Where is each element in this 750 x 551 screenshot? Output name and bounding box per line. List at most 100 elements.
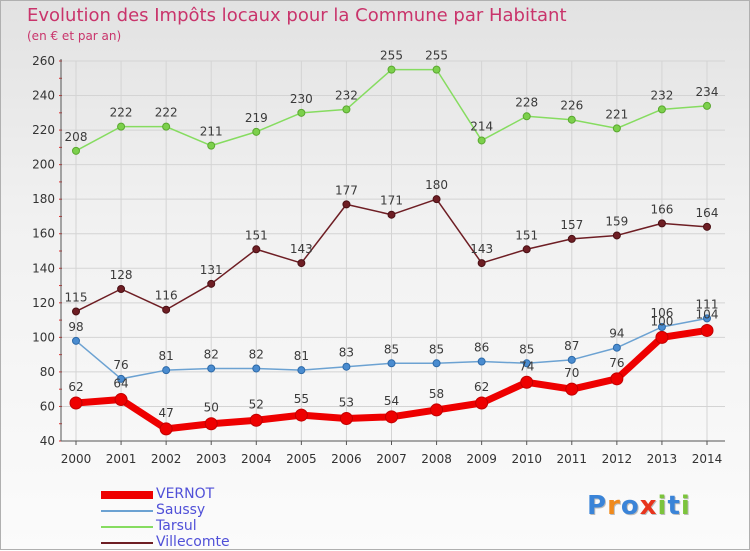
- data-label-saussy: 111: [696, 297, 719, 311]
- x-tick-label: 2002: [151, 452, 182, 466]
- axes: 40 60 80 100 120 140 160 180 200 220 240 260 2000 200…: [32, 54, 725, 466]
- data-point-villecomte: [162, 305, 171, 314]
- data-label-saussy: 82: [249, 347, 264, 361]
- data-point-vernot: [159, 422, 173, 436]
- data-point-vernot: [610, 372, 624, 386]
- data-point-villecomte: [252, 245, 261, 254]
- data-label-vernot: 64: [113, 377, 128, 391]
- data-point-villecomte: [387, 210, 396, 219]
- data-label-saussy: 82: [204, 347, 219, 361]
- data-point-vernot: [520, 375, 534, 389]
- x-tick-label: 2001: [106, 452, 137, 466]
- y-tick-label: 40: [40, 434, 55, 448]
- data-label-tarsul: 232: [650, 88, 673, 102]
- data-point-saussy: [612, 343, 621, 352]
- data-point-villecomte: [342, 200, 351, 209]
- data-label-vernot: 100: [650, 314, 673, 328]
- data-label-vernot: 76: [609, 356, 624, 370]
- data-labels: 208 222 222 211 219 230 232 255 255 214 228 226 221 2…: [65, 49, 719, 420]
- data-label-villecomte: 171: [380, 194, 403, 208]
- data-label-saussy: 81: [159, 349, 174, 363]
- data-label-tarsul: 255: [425, 49, 448, 63]
- data-label-villecomte: 143: [470, 242, 493, 256]
- data-label-tarsul: 234: [696, 85, 719, 99]
- data-label-vernot: 104: [696, 307, 719, 321]
- y-tick-label: 240: [32, 89, 55, 103]
- data-point-tarsul: [117, 122, 126, 131]
- data-point-saussy: [117, 374, 126, 383]
- data-point-villecomte: [432, 195, 441, 204]
- data-label-tarsul: 228: [515, 95, 538, 109]
- logo-letter: x: [639, 491, 658, 521]
- proxiti-logo: Proxiti: [587, 491, 691, 521]
- data-label-vernot: 62: [68, 380, 83, 394]
- data-point-tarsul: [72, 146, 80, 155]
- logo-letter: o: [620, 491, 640, 521]
- y-tick-label: 120: [32, 296, 55, 310]
- logo-letter: t: [667, 491, 681, 521]
- data-label-tarsul: 208: [65, 130, 88, 144]
- data-label-tarsul: 221: [605, 107, 628, 121]
- data-label-tarsul: 230: [290, 92, 313, 106]
- y-tick-label: 260: [32, 54, 55, 68]
- x-tick-label: 2004: [241, 452, 272, 466]
- data-point-tarsul: [522, 112, 531, 121]
- x-tick-label: 2008: [421, 452, 452, 466]
- data-point-saussy: [387, 359, 396, 368]
- y-tick-label: 180: [32, 192, 55, 206]
- data-point-saussy: [432, 359, 441, 368]
- data-label-villecomte: 116: [155, 289, 178, 303]
- data-point-vernot: [249, 413, 263, 427]
- legend-swatch-tarsul: [101, 526, 153, 528]
- data-label-saussy: 106: [650, 306, 673, 320]
- y-tick-label: 140: [32, 261, 55, 275]
- data-label-villecomte: 131: [200, 263, 223, 277]
- data-point-saussy: [567, 355, 576, 364]
- data-label-villecomte: 128: [110, 268, 133, 282]
- data-point-tarsul: [342, 105, 351, 114]
- data-point-villecomte: [117, 285, 126, 293]
- data-point-tarsul: [162, 122, 171, 131]
- data-label-tarsul: 222: [110, 106, 133, 120]
- data-label-saussy: 85: [429, 342, 444, 356]
- data-point-tarsul: [657, 105, 666, 114]
- data-point-tarsul: [703, 101, 711, 110]
- data-point-saussy: [297, 366, 306, 375]
- x-tick-label: 2010: [511, 452, 542, 466]
- chart-subtitle: (en € et par an): [27, 29, 122, 43]
- data-label-villecomte: 159: [605, 214, 628, 228]
- data-label-tarsul: 211: [200, 125, 223, 139]
- data-point-tarsul: [612, 124, 621, 133]
- data-label-tarsul: 232: [335, 88, 358, 102]
- data-label-saussy: 94: [609, 327, 624, 341]
- data-point-vernot: [294, 408, 308, 422]
- legend-swatch-villecomte: [101, 542, 153, 544]
- data-point-tarsul: [432, 65, 441, 74]
- data-point-vernot: [385, 410, 398, 424]
- data-label-vernot: 70: [564, 366, 579, 380]
- data-label-villecomte: 157: [560, 218, 583, 232]
- data-point-tarsul: [387, 65, 396, 74]
- data-label-tarsul: 219: [245, 111, 268, 125]
- data-label-vernot: 47: [159, 406, 174, 420]
- data-label-villecomte: 151: [515, 228, 538, 242]
- data-label-vernot: 50: [204, 401, 219, 415]
- y-tick-label: 100: [32, 330, 55, 344]
- legend-swatch-vernot: [101, 491, 153, 499]
- data-label-tarsul: 255: [380, 49, 403, 63]
- data-point-saussy: [72, 336, 80, 345]
- data-label-vernot: 62: [474, 380, 489, 394]
- data-label-villecomte: 115: [65, 290, 88, 304]
- x-tick-label: 2003: [196, 452, 227, 466]
- data-label-saussy: 85: [519, 342, 534, 356]
- data-label-villecomte: 151: [245, 228, 268, 242]
- data-point-vernot: [114, 393, 128, 407]
- legend-label-saussy: Saussy: [156, 502, 206, 518]
- x-tick-label: 2011: [557, 452, 588, 466]
- data-point-saussy: [252, 364, 261, 373]
- data-point-vernot: [430, 403, 444, 417]
- data-point-vernot: [700, 323, 714, 337]
- data-point-villecomte: [703, 222, 711, 231]
- data-point-villecomte: [657, 219, 666, 228]
